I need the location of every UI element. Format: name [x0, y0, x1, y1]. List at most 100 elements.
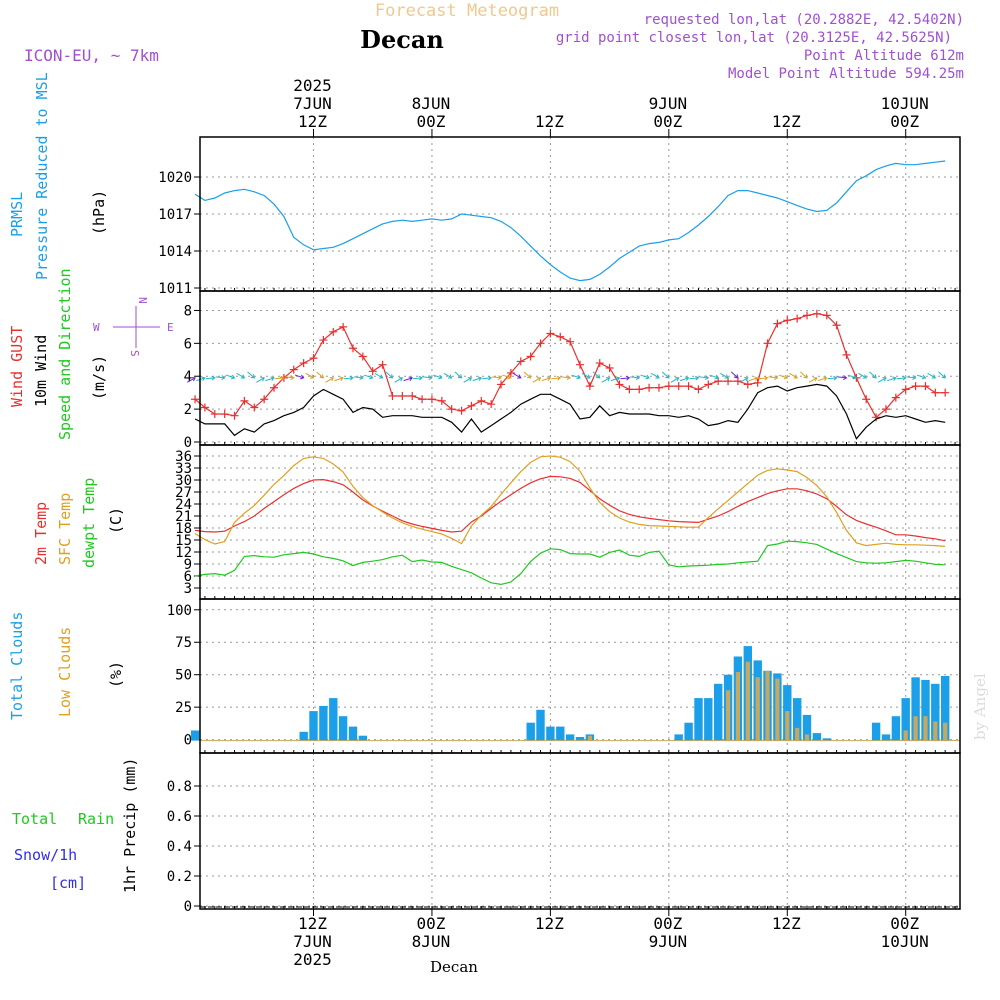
gust-point	[447, 405, 456, 414]
wind-arrow	[236, 372, 246, 379]
wind-arrow-head	[388, 374, 394, 379]
wind-arrow-shaft	[374, 372, 383, 379]
wind-arrow-head	[655, 374, 660, 379]
wind-arrow-head	[695, 375, 700, 381]
wind-arrow-shaft	[215, 376, 225, 379]
y-tick-label: 0.8	[167, 779, 192, 795]
subtitle-top: Forecast Meteogram	[375, 1, 559, 21]
model-label: ICON-EU, ~ 7km	[24, 46, 159, 65]
wind-arrow-head	[290, 375, 295, 380]
wind-arrow-head	[803, 374, 808, 379]
wind-arrow	[818, 376, 828, 382]
label-speed-direction: Speed and Direction	[56, 268, 74, 440]
wind-arrow-shaft	[709, 374, 719, 379]
wind-arrow-head	[250, 374, 255, 379]
wind-arrow-shaft	[334, 377, 344, 382]
wind-arrow-head	[566, 375, 572, 380]
wind-arrow-head	[684, 376, 690, 382]
wind-arrow	[789, 372, 798, 379]
wind-arrow-head	[546, 376, 552, 382]
wind-arrow	[758, 375, 769, 381]
y-tick-label: 2	[184, 402, 192, 418]
bar-total-clouds	[565, 734, 575, 741]
wind-arrow-head	[744, 377, 749, 382]
y-tick-label: 8	[184, 303, 192, 319]
wind-arrow-shaft	[789, 372, 798, 379]
gust-point	[506, 368, 515, 377]
wind-arrow	[284, 375, 295, 380]
gust-point	[921, 382, 930, 391]
gust-point	[674, 382, 683, 391]
gust-point	[289, 365, 298, 374]
wind-arrow-head	[339, 376, 344, 382]
bar-total-clouds	[338, 716, 348, 741]
bar-total-clouds	[546, 726, 555, 741]
gust-point	[576, 360, 584, 369]
wind-arrow-shaft	[187, 377, 196, 383]
wind-arrow	[274, 375, 285, 381]
wind-arrow	[906, 375, 917, 380]
wind-arrow-shaft	[247, 371, 255, 379]
wind-arrow-head	[280, 375, 285, 381]
label-celsius: (C)	[107, 507, 125, 534]
gust-point	[408, 391, 417, 400]
wind-arrow-head	[635, 375, 641, 380]
wind-arrow-shaft	[305, 372, 314, 379]
gust-point	[388, 391, 397, 400]
wind-arrow-shaft	[847, 374, 857, 379]
gust-point	[872, 413, 881, 422]
wind-arrow	[247, 371, 255, 379]
wind-arrow	[403, 376, 414, 382]
wind-arrow-shaft	[403, 377, 413, 382]
gust-point	[684, 382, 693, 391]
wind-arrow-shaft	[748, 377, 758, 382]
top-time-label: 12Z	[298, 112, 327, 131]
wind-arrow	[847, 374, 858, 380]
wind-arrow	[887, 376, 897, 382]
wind-arrow	[463, 377, 473, 383]
wind-arrow-head	[477, 376, 483, 382]
gust-point	[891, 393, 900, 402]
wind-arrow-head	[615, 376, 621, 382]
panel-precip: 0 0.2 0.4 0.6 0.8	[167, 752, 961, 915]
gust-point	[437, 396, 446, 405]
y-tick-label: 6	[184, 336, 192, 352]
wind-arrow-shaft	[364, 374, 373, 379]
bar-low-clouds	[785, 711, 790, 741]
wind-arrow	[620, 375, 631, 381]
label-10m-wind: 10m Wind	[32, 335, 50, 407]
wind-arrow	[385, 371, 394, 379]
plot-layer: 1011101410171020024683691215182124273033…	[158, 76, 961, 969]
wind-arrow-shaft	[916, 374, 926, 379]
wind-arrow	[581, 372, 591, 379]
y-tick-label: 0.2	[167, 869, 192, 885]
gust-point	[467, 401, 476, 410]
wind-arrow	[610, 376, 621, 382]
y-tick-label: 4	[184, 369, 192, 385]
wind-arrow	[294, 374, 305, 380]
gust-point	[497, 380, 506, 389]
bar-total-clouds	[871, 722, 881, 741]
bottom-time-label: 9JUN	[649, 932, 688, 951]
bottom-time-label: 00Z	[890, 914, 919, 933]
bar-low-clouds	[587, 735, 592, 741]
label-prmsl: PRMSL	[8, 192, 26, 237]
series-line-dewpt-temp	[195, 540, 946, 586]
wind-arrow-head	[536, 377, 542, 382]
wind-arrow-head	[645, 374, 650, 380]
wind-arrow-head	[457, 374, 463, 379]
footer-station: Decan	[430, 958, 478, 976]
wind-arrow	[316, 371, 325, 379]
gust-point	[704, 380, 713, 389]
bar-low-clouds	[923, 716, 928, 741]
bar-low-clouds	[735, 672, 740, 741]
gust-point	[842, 350, 851, 359]
wind-arrow-head	[783, 374, 789, 380]
series-line-wind-gust	[194, 313, 946, 419]
wind-arrow-head	[221, 375, 226, 380]
label-rain: Rain	[78, 810, 114, 828]
gust-point	[881, 405, 890, 414]
bar-low-clouds	[804, 734, 810, 741]
y-tick-label: 100	[167, 603, 192, 619]
top-time-label: 00Z	[416, 112, 445, 131]
